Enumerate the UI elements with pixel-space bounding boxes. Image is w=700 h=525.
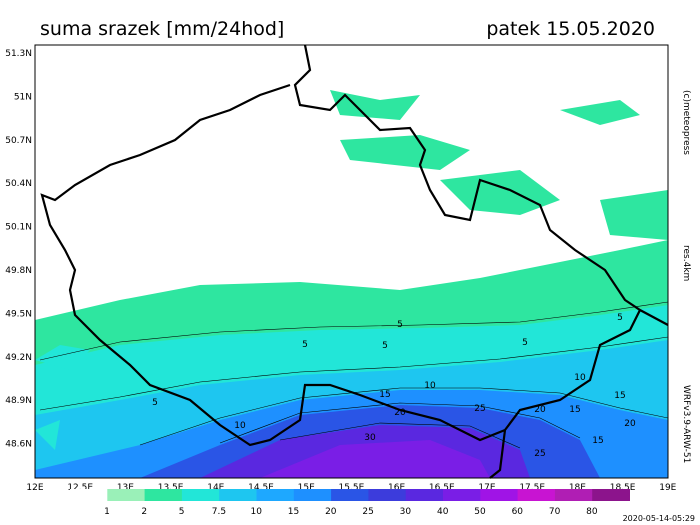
legend-swatch (368, 489, 407, 501)
lat-label: 49.8N (5, 266, 32, 276)
lon-label: 18E (569, 483, 586, 493)
lat-label: 51N (14, 92, 32, 102)
legend-swatch (219, 489, 257, 501)
lon-label: 14E (207, 483, 224, 493)
contour-label: 20 (624, 419, 636, 429)
contour-label: 10 (574, 373, 586, 383)
legend-label: 1 (104, 507, 110, 517)
contour-label: 5 (302, 340, 308, 350)
contour-label: 10 (424, 381, 436, 391)
contour-label: 15 (614, 391, 625, 401)
contour-label: 5 (382, 341, 388, 351)
legend-swatch (181, 489, 220, 501)
contour-label: 10 (234, 421, 246, 431)
legend-swatch (554, 489, 593, 501)
lon-label: 13E (117, 483, 134, 493)
contour-label: 25 (534, 449, 545, 459)
contour-label: 20 (534, 405, 546, 415)
contour-label: 5 (617, 313, 623, 323)
lon-label: 12E (26, 483, 43, 493)
legend-swatch (70, 489, 108, 501)
lon-label: 17.5E (519, 483, 545, 493)
map-date: patek 15.05.2020 (486, 18, 655, 40)
lat-label: 50.7N (5, 136, 32, 146)
lon-label: 15E (298, 483, 315, 493)
legend-label: 80 (586, 507, 598, 517)
contour-label: 5 (397, 320, 403, 330)
legend-swatch (405, 489, 444, 501)
lon-label: 16E (388, 483, 405, 493)
legend-label: 60 (512, 507, 524, 517)
map-title: suma srazek [mm/24hod] (40, 18, 284, 40)
legend-swatch (443, 489, 481, 501)
legend-label: 40 (437, 507, 449, 517)
legend-swatch (144, 489, 183, 501)
legend-swatch (480, 489, 519, 501)
legend-label: 50 (474, 507, 486, 517)
lon-label: 16.5E (429, 483, 455, 493)
contour-label: 15 (592, 436, 603, 446)
legend-label: 7.5 (212, 507, 226, 517)
lon-label: 13.5E (158, 483, 184, 493)
lat-label: 50.1N (5, 223, 32, 233)
precip-field (35, 45, 668, 478)
lat-label: 48.9N (5, 396, 32, 406)
lat-label: 51.3N (5, 49, 32, 59)
model-name: WRFv3.9-ARW-51 (681, 385, 691, 463)
copyright: (c)meteopress (681, 90, 691, 155)
lon-label: 14.5E (248, 483, 274, 493)
legend-label: 20 (325, 507, 337, 517)
contour-label: 5 (522, 338, 528, 348)
legend-swatch (293, 489, 332, 501)
contour-label: 15 (379, 390, 390, 400)
country-border (40, 44, 669, 479)
contour-label: 25 (474, 404, 485, 414)
legend-label: 10 (250, 507, 262, 517)
legend-label: 5 (179, 507, 185, 517)
legend-swatch (592, 489, 630, 501)
legend-label: 15 (288, 507, 299, 517)
legend-swatch (517, 489, 556, 501)
contour-label: 30 (364, 433, 376, 443)
legend-swatch (331, 489, 369, 501)
lat-label: 48.6N (5, 440, 32, 450)
lon-label: 12.5E (67, 483, 93, 493)
resolution: res.4km (681, 245, 691, 281)
legend-label: 30 (400, 507, 412, 517)
legend-label: 70 (549, 507, 561, 517)
legend-swatch (107, 489, 146, 501)
contour-label: 20 (394, 408, 406, 418)
lon-label: 18.5E (610, 483, 636, 493)
timestamp: 2020-05-14-05:29 (623, 514, 695, 523)
lon-label: 17E (478, 483, 495, 493)
lat-label: 49.5N (5, 309, 32, 319)
contour-label: 5 (152, 398, 158, 408)
lon-label: 19E (659, 483, 676, 493)
legend-swatch (256, 489, 295, 501)
lat-label: 50.4N (5, 179, 32, 189)
lat-label: 49.2N (5, 353, 32, 363)
contour-label: 15 (569, 405, 580, 415)
legend-label: 25 (362, 507, 373, 517)
lon-label: 15.5E (339, 483, 365, 493)
legend-label: 2 (141, 507, 147, 517)
map-frame (34, 44, 669, 479)
